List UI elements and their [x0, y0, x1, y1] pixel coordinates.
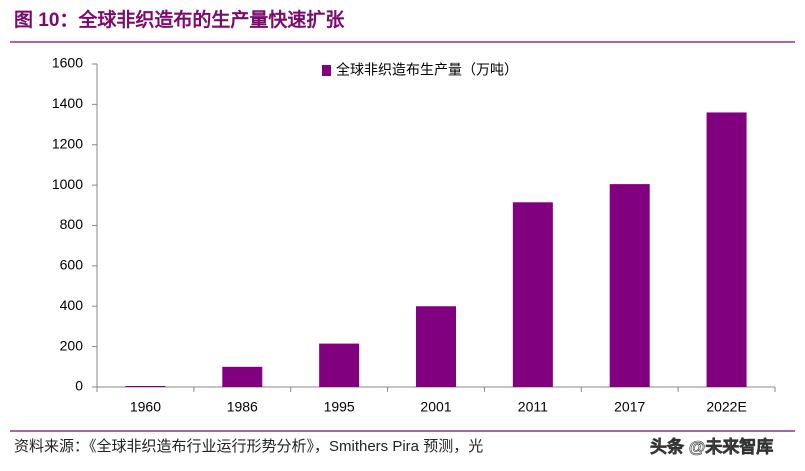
y-tick-label: 1200: [52, 135, 83, 151]
x-tick-label: 2001: [420, 399, 451, 415]
x-tick-label: 1960: [130, 399, 161, 415]
bar: [512, 202, 553, 387]
bar: [125, 385, 166, 387]
bar: [706, 112, 747, 387]
x-tick-label: 2011: [518, 399, 548, 415]
bar: [319, 343, 360, 387]
bar: [609, 184, 650, 387]
watermark: 头条 @未来智库: [650, 436, 773, 456]
chart-title: 图 10：全球非织造布的生产量快速扩张: [14, 8, 345, 31]
y-tick-label: 600: [60, 257, 84, 273]
y-tick-label: 1600: [52, 55, 83, 71]
y-tick-label: 400: [60, 297, 84, 313]
watermark-bg: [635, 434, 795, 462]
x-tick-label: 2017: [614, 399, 645, 415]
x-tick-label: 1986: [227, 399, 258, 415]
y-tick-label: 0: [75, 378, 83, 394]
y-tick-label: 1000: [52, 176, 83, 192]
y-tick-label: 200: [60, 337, 84, 353]
bar: [416, 306, 456, 387]
legend-label: 全球非织造布生产量（万吨）: [336, 62, 518, 78]
x-tick-label: 1995: [324, 399, 355, 415]
bar: [222, 366, 263, 387]
x-tick-label: 2022E: [706, 399, 746, 415]
y-tick-label: 800: [60, 216, 84, 232]
source: 资料来源：《全球非织造布行业运行形势分析》，Smithers Pira 预测，光: [14, 437, 483, 455]
y-tick-label: 1400: [52, 95, 83, 111]
legend-swatch: [322, 65, 331, 76]
